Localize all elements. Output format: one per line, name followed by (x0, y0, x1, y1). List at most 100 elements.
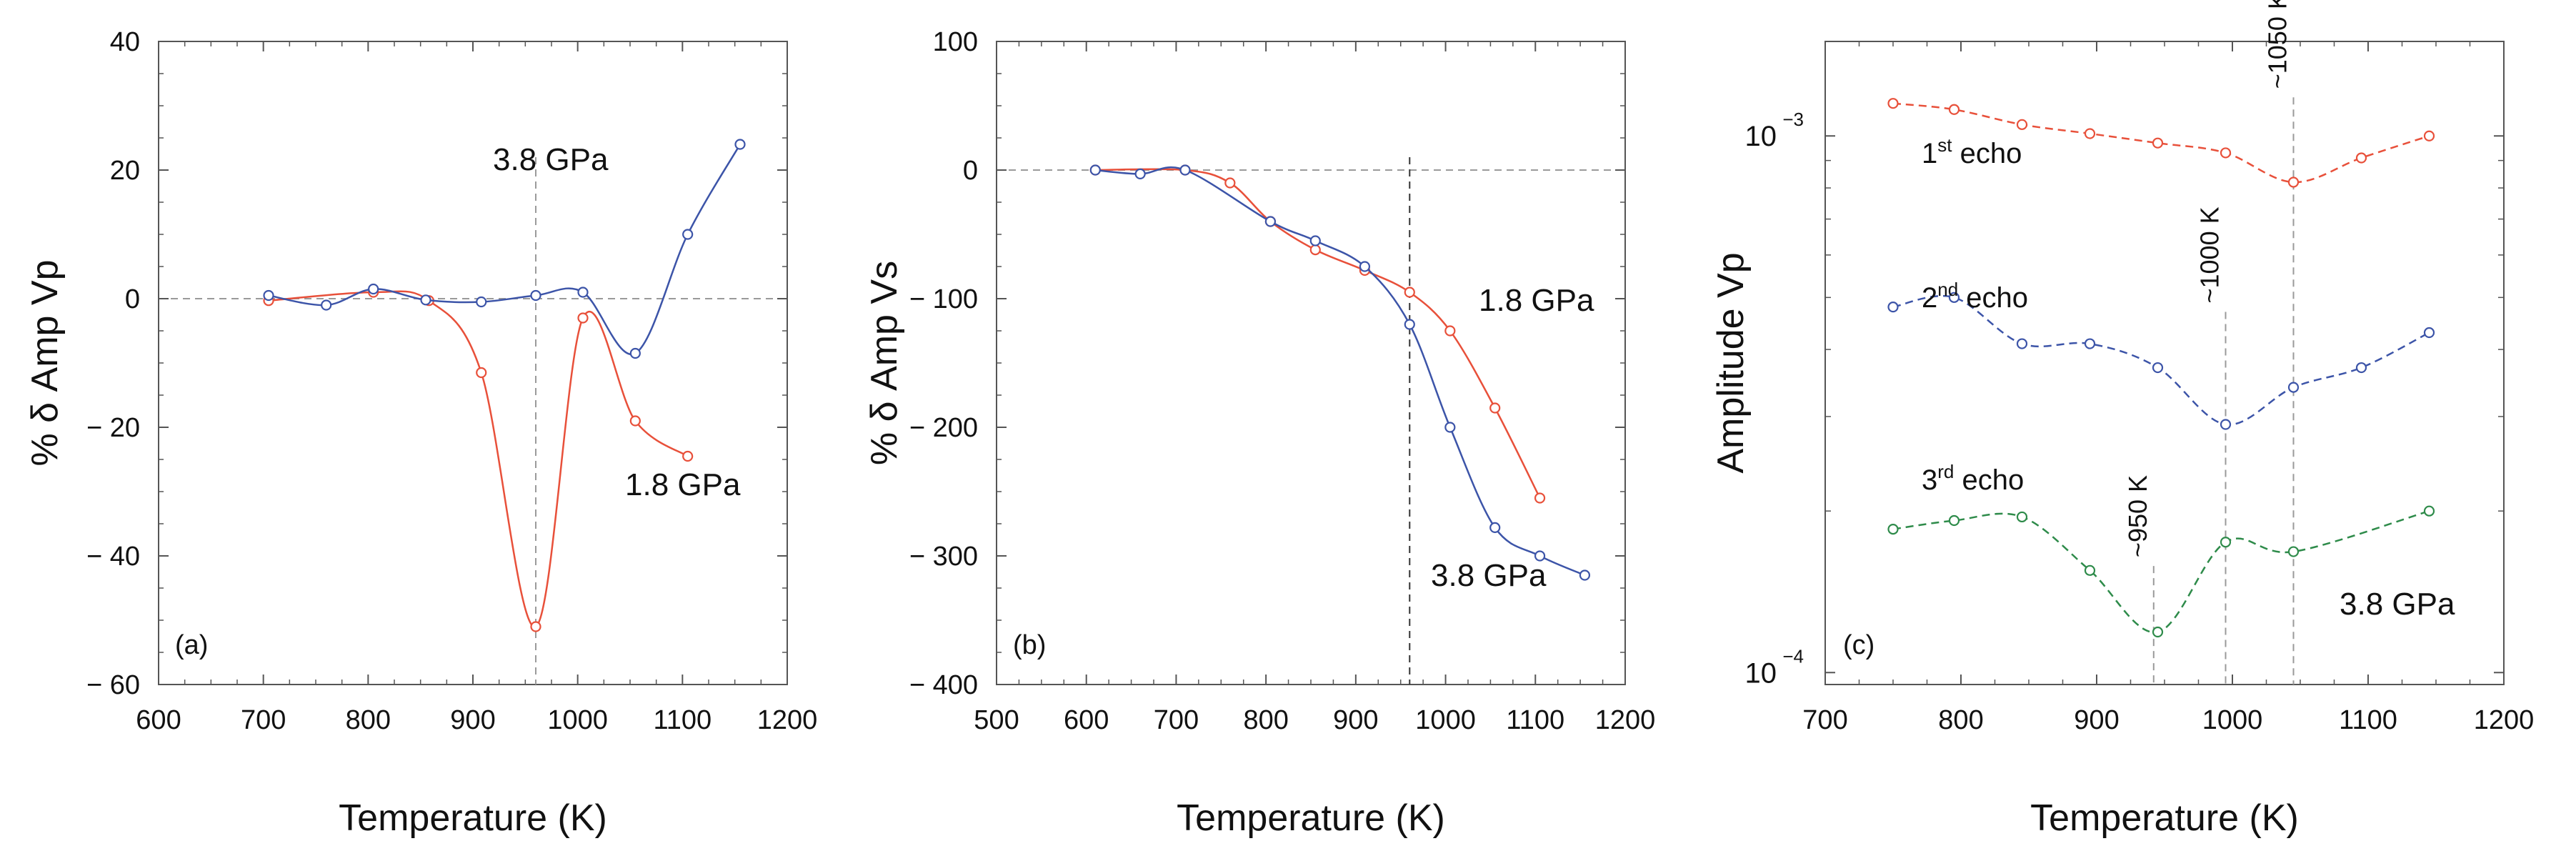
data-point (1404, 319, 1415, 330)
x-tick-label: 1100 (2339, 705, 2397, 735)
echo-label-3rd-sup: rd (1937, 461, 1954, 482)
y-tick-exponent: −4 (1782, 645, 1804, 667)
series-line-1st-echo (1892, 102, 2430, 184)
x-tick-label: 1100 (1506, 705, 1564, 735)
y-tick-label: 0 (963, 156, 978, 186)
data-point (476, 296, 487, 308)
series-line-2nd-echo (1892, 294, 2430, 426)
x-tick-label: 1000 (1415, 705, 1476, 735)
data-point (1534, 550, 1546, 562)
data-point (2016, 338, 2028, 349)
data-point (2355, 362, 2367, 374)
data-point (1887, 98, 1899, 109)
data-point (2220, 537, 2232, 548)
temperature-guide-label: ~1000 K (2195, 206, 2225, 303)
panel-a-xlabel: Temperature (K) (339, 797, 607, 839)
data-point (321, 299, 332, 311)
data-point (368, 283, 379, 295)
data-point (2220, 147, 2232, 159)
data-point (2016, 511, 2028, 523)
panel-b-ylabel: % δ Amp Vs (864, 261, 905, 465)
y-tick-label: − 100 (909, 284, 978, 314)
echo-label-1st-tail: echo (1952, 138, 2022, 169)
series-line-3rd-echo (1892, 510, 2430, 634)
data-point (2423, 327, 2435, 339)
panel-c-ylabel: Amplitude Vp (1710, 252, 1752, 473)
echo-label-2nd-sup: nd (1937, 279, 1958, 300)
x-tick-label: 1100 (653, 705, 712, 735)
data-point (1534, 492, 1546, 504)
data-point (2152, 626, 2164, 638)
x-tick-label: 800 (1938, 705, 1983, 735)
data-point (476, 367, 487, 379)
data-point (629, 347, 641, 359)
data-point (1264, 216, 1277, 227)
data-point (629, 415, 641, 427)
data-point (530, 621, 541, 632)
y-tick-label: − 200 (909, 413, 978, 443)
x-tick-label: 800 (346, 705, 391, 735)
panel-c-annotation-3-8-gpa: 3.8 GPa (2340, 587, 2455, 622)
series-line-1-8-gpa (268, 290, 689, 628)
echo-label-1st: 1st echo (1922, 134, 2022, 169)
data-point (2287, 382, 2300, 393)
panel-b-label: (b) (1013, 630, 1046, 660)
data-point (1948, 292, 1960, 303)
data-point (1948, 514, 1960, 527)
y-tick-label: 10 (1745, 121, 1777, 152)
series-line-1-8-gpa (1095, 168, 1541, 499)
y-tick-label: − 400 (909, 670, 978, 700)
y-tick-label: 100 (933, 27, 978, 57)
data-point (682, 450, 694, 462)
data-point (1579, 569, 1591, 581)
panel-c-reference-lines: ~1050 K ~1000 K ~950 K (2123, 0, 2295, 685)
echo-label-3rd-main: 3 (1922, 464, 1937, 496)
panel-a-ylabel: % δ Amp Vp (24, 259, 66, 466)
panel-a-ticks: 600 700 800 900 1000 1100 1200 40 20 0 − 20 − 40 − 6… (86, 27, 817, 735)
panel-a-annotation-1-8-gpa: 1.8 GPa (625, 467, 741, 502)
echo-label-2nd: 2nd echo (1922, 279, 2028, 314)
data-point (530, 289, 541, 302)
y-tick-label: 40 (110, 27, 140, 57)
panel-b-annotation-1-8-gpa: 1.8 GPa (1479, 283, 1594, 318)
data-point (2220, 419, 2232, 430)
temperature-guide-label: ~950 K (2123, 475, 2152, 557)
y-tick-label: 0 (125, 284, 140, 314)
data-point (2084, 128, 2096, 139)
x-tick-label: 500 (974, 705, 1019, 735)
data-point (734, 139, 746, 150)
data-point (2016, 119, 2028, 130)
y-tick-label: − 60 (86, 670, 140, 700)
data-point (682, 229, 694, 240)
x-tick-label: 1200 (1595, 705, 1656, 735)
panel-b-series (1089, 164, 1591, 581)
data-point (2355, 152, 2367, 164)
echo-label-2nd-tail: echo (1958, 282, 2028, 314)
data-point (1309, 235, 1321, 247)
data-point (577, 312, 589, 324)
echo-label-3rd-tail: echo (1954, 464, 2024, 496)
echo-label-1st-main: 1 (1922, 138, 1937, 169)
temperature-guide-label: ~1050 K (2263, 0, 2292, 89)
panel-b-xlabel: Temperature (K) (1177, 797, 1445, 839)
y-tick-exponent: −3 (1782, 109, 1804, 130)
data-point (1444, 422, 1456, 433)
y-tick-label: 20 (110, 156, 140, 186)
y-tick-label: − 300 (909, 542, 978, 572)
x-tick-label: 600 (1064, 705, 1109, 735)
x-tick-label: 600 (136, 705, 181, 735)
y-tick-label: 10 (1745, 657, 1777, 689)
data-point (2084, 338, 2096, 349)
panel-a: 600 700 800 900 1000 1100 1200 40 20 0 − 20 − 40 − 6… (24, 27, 817, 839)
data-point (1179, 164, 1191, 176)
panel-b-reference-lines (997, 157, 1625, 685)
echo-label-1st-sup: st (1937, 134, 1952, 156)
panel-a-label: (a) (175, 630, 208, 660)
data-point (1404, 287, 1415, 298)
data-point (2423, 130, 2435, 141)
data-point (263, 289, 274, 302)
panel-b-annotation-3-8-gpa: 3.8 GPa (1431, 558, 1547, 593)
data-point (1134, 168, 1146, 179)
